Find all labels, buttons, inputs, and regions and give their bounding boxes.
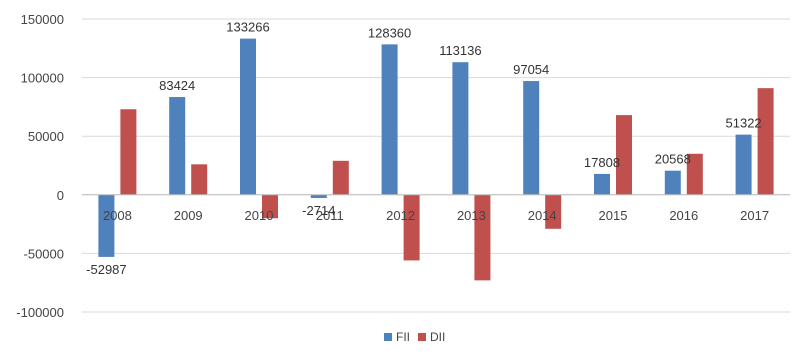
bar-fii-2013	[452, 62, 469, 195]
bar-fii-2012	[381, 44, 398, 195]
bar-fii-2014	[523, 81, 540, 195]
data-label-fii-2011: -2714	[302, 203, 335, 218]
data-label-fii-2013: 113136	[439, 43, 481, 58]
data-label-fii-2009: 83424	[159, 78, 195, 93]
y-tick-label: -100000	[16, 305, 64, 320]
data-label-fii-2012: 128360	[368, 25, 411, 40]
bars	[98, 38, 774, 281]
data-label-fii-2017: 51322	[726, 116, 762, 131]
legend-swatch-dii	[418, 333, 426, 341]
x-category-label: 2016	[669, 208, 698, 223]
data-label-fii-2014: 97054	[513, 62, 549, 77]
bar-fii-2017	[735, 134, 752, 195]
legend-label-fii: FII	[396, 330, 410, 344]
bar-fii-2015	[594, 173, 610, 195]
bar-dii-2017	[757, 88, 774, 195]
legend: FII DII	[384, 330, 445, 344]
data-label-fii-2010: 133266	[226, 20, 269, 35]
y-tick-label: 50000	[28, 129, 64, 144]
bar-dii-2010	[262, 194, 278, 219]
x-category-label: 2017	[740, 208, 769, 223]
x-axis-categories: 2008 2009 2010 2011 2012 2013 2014 2015 2016 2017	[103, 208, 769, 223]
x-category-label: 2015	[599, 208, 628, 223]
x-category-label: 2011	[316, 208, 344, 223]
x-category-label: 2013	[457, 208, 486, 223]
x-category-label: 2014	[528, 208, 557, 223]
x-category-label: 2010	[245, 208, 274, 223]
bar-dii-2016	[686, 153, 703, 195]
bar-dii-2008	[120, 109, 137, 195]
bar-fii-2009	[169, 97, 186, 195]
data-label-fii-2016: 20568	[655, 152, 691, 167]
legend-label-dii: DII	[430, 330, 445, 344]
bar-dii-2013	[474, 194, 491, 281]
bar-dii-2011	[332, 160, 349, 195]
bar-dii-2009	[191, 164, 208, 195]
bar-dii-2015	[616, 115, 632, 195]
data-label-fii-2008: -52987	[86, 262, 126, 277]
y-tick-label: -50000	[24, 246, 64, 261]
y-tick-label: 100000	[21, 71, 64, 86]
x-category-label: 2009	[174, 208, 203, 223]
y-tick-label: 0	[57, 188, 64, 203]
bar-dii-2012	[403, 194, 420, 261]
bar-fii-2016	[664, 170, 681, 195]
legend-swatch-fii	[384, 333, 392, 341]
data-labels: -52987 83424 133266 -2714 128360 113136 97054 1…	[86, 20, 762, 277]
data-label-fii-2015: 17808	[584, 155, 620, 170]
x-category-label: 2008	[103, 208, 132, 223]
bar-dii-2014	[545, 194, 562, 229]
bar-fii-2011	[310, 194, 327, 198]
y-tick-label: 150000	[21, 12, 64, 27]
x-category-label: 2012	[386, 208, 415, 223]
bar-fii-2008	[98, 194, 115, 257]
y-axis-ticks: -100000 -50000 0 50000 100000 150000	[16, 12, 64, 320]
bar-fii-2010	[240, 38, 256, 195]
